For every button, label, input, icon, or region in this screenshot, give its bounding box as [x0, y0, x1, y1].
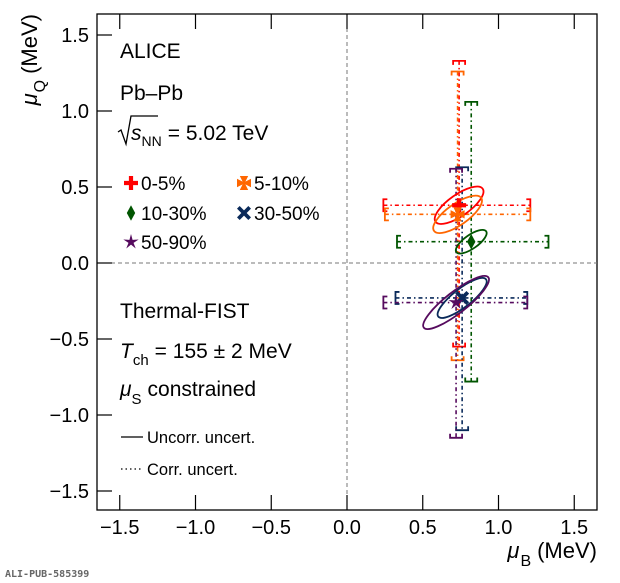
mu-s-subscript: S — [132, 391, 142, 408]
svg-text:sNN= 5.02 TeV: sNN = 5.02 TeV — [131, 122, 268, 149]
mu-s-text: constrained — [148, 378, 257, 401]
uncorr-legend-label: Uncorr. uncert. — [147, 429, 255, 447]
corr-bracket-left — [396, 234, 401, 249]
corr-bracket-left — [382, 295, 388, 310]
data-point-5-10% — [450, 207, 465, 222]
experiment-label: ALICE — [120, 40, 181, 63]
corr-bracket-bottom — [450, 356, 465, 362]
y-axis-title: μQ (MeV) — [17, 14, 49, 106]
legend-marker-30-50% — [237, 206, 251, 220]
x-tick-label: 0.5 — [409, 517, 437, 539]
corr-bracket-right — [526, 207, 532, 222]
corr-bracket-top — [452, 59, 467, 65]
uncorrelated-ellipse-layer — [422, 185, 490, 330]
mu-s-label: μS constrained — [119, 378, 256, 408]
diamond-marker-shape — [126, 205, 136, 221]
uncorr-ellipse-5-10% — [432, 194, 483, 234]
legend-item: 10-30% — [126, 204, 207, 225]
legend-label: 30-50% — [254, 204, 320, 225]
sqrt-symbol — [117, 115, 158, 147]
x-tick-label: 0.0 — [333, 517, 361, 539]
corr-bracket-bottom — [452, 342, 467, 348]
corr-bracket-left — [394, 291, 400, 305]
y-axis-subscript: Q — [32, 80, 49, 92]
legend-label: 50-90% — [141, 233, 207, 254]
corr-bracket-top — [450, 70, 465, 76]
legend-marker-50-90% — [123, 233, 139, 249]
x-axis-title: μB (MeV) — [506, 538, 597, 570]
corr-legend-label: Corr. uncert. — [147, 461, 238, 479]
temperature-label: Tch = 155 ± 2 MeV — [120, 340, 292, 369]
x-axis-subscript: B — [520, 553, 531, 570]
legend-item: 50-90% — [123, 233, 207, 254]
legend-marker-0-5% — [124, 176, 138, 190]
y-axis-unit: (MeV) — [17, 14, 42, 74]
system-label: Pb–Pb — [120, 82, 183, 105]
x-tick-label: −0.5 — [252, 517, 291, 539]
uncorr-ellipse-10-30% — [454, 228, 488, 255]
corr-bracket-right — [544, 234, 550, 249]
corr-bracket-top — [464, 100, 479, 106]
legend-marker-5-10% — [237, 176, 251, 190]
legend-item: 30-50% — [237, 204, 320, 225]
energy-subscript: NN — [142, 133, 162, 149]
temperature-value: = 155 ± 2 MeV — [155, 340, 292, 363]
x-axis-ticks: −1.5 −1.0 −0.5 0.0 0.5 1.0 1.5 — [100, 14, 588, 539]
marker-layer — [448, 198, 476, 310]
corr-bracket-top — [449, 167, 463, 173]
y-tick-label: 0.0 — [61, 253, 89, 275]
y-axis-ticks: 1.5 1.0 0.5 0.0 −0.5 −1.0 −1.5 — [50, 25, 112, 503]
legend-label: 5-10% — [254, 174, 309, 195]
legend-item: 5-10% — [237, 174, 309, 195]
star-marker-shape — [123, 233, 139, 249]
data-point-50-90% — [448, 294, 464, 310]
corr-bracket-right — [523, 295, 529, 310]
x-axis-symbol: μ — [506, 538, 519, 563]
corr-bracket-right — [526, 198, 532, 213]
y-tick-label: 1.5 — [61, 25, 89, 47]
corr-bracket-bottom — [464, 377, 479, 383]
y-tick-label: 1.0 — [61, 101, 89, 123]
correlated-uncertainty-layer — [382, 59, 550, 439]
x-tick-label: 1.5 — [560, 517, 588, 539]
cross-marker-shape — [124, 176, 138, 190]
energy-value: = 5.02 TeV — [168, 122, 269, 145]
x-tick-label: −1.5 — [100, 517, 139, 539]
legend-marker-10-30% — [126, 205, 136, 221]
y-tick-label: −1.5 — [50, 481, 89, 503]
star-marker-shape — [448, 294, 464, 310]
corr-bracket-bottom — [449, 433, 463, 439]
energy-symbol: s — [131, 122, 142, 145]
corr-bracket-bottom — [455, 426, 470, 432]
data-point-10-30% — [467, 234, 476, 250]
publication-id: ALI-PUB-585399 — [5, 569, 89, 580]
x-marker-shape — [237, 206, 251, 220]
data-point-0-5% — [452, 198, 467, 213]
legend-item: 0-5% — [124, 174, 185, 195]
y-tick-label: −0.5 — [50, 329, 89, 351]
y-axis-symbol: μ — [17, 93, 42, 106]
energy-label: sNN = 5.02 TeV — [117, 115, 268, 149]
legend: 0-5% 5-10% 10-30% 30-50% 50-90% — [123, 174, 320, 254]
corr-bracket-left — [383, 207, 389, 222]
temperature-symbol: T — [120, 340, 135, 363]
model-label: Thermal-FIST — [120, 300, 250, 323]
legend-label: 0-5% — [141, 174, 185, 195]
maltese-cross-marker-shape — [450, 207, 465, 222]
x-axis-unit: (MeV) — [537, 538, 597, 563]
uncorr-ellipse-50-90% — [422, 275, 490, 330]
diamond-marker-shape — [467, 234, 476, 250]
y-tick-label: −1.0 — [50, 405, 89, 427]
legend-label: 10-30% — [141, 204, 207, 225]
maltese-cross-marker-shape — [237, 176, 251, 190]
y-tick-label: 0.5 — [61, 177, 89, 199]
x-tick-label: −1.0 — [176, 517, 215, 539]
mu-s-symbol: μ — [119, 378, 132, 401]
uncorr-ellipse-30-50% — [436, 277, 488, 319]
cross-marker-shape — [452, 198, 467, 213]
x-tick-label: 1.0 — [485, 517, 513, 539]
temperature-subscript: ch — [133, 352, 149, 369]
